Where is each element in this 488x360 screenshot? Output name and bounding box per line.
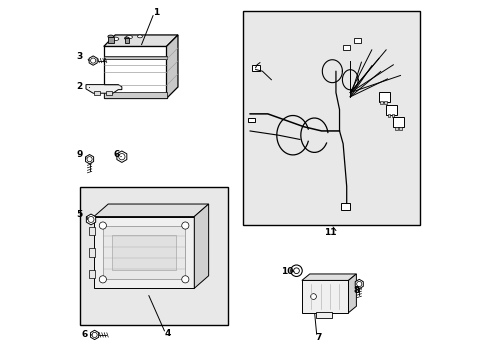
Bar	[341, 203, 349, 210]
Polygon shape	[194, 204, 208, 288]
Bar	[80, 187, 228, 325]
Circle shape	[99, 276, 106, 283]
Bar	[88, 248, 95, 257]
Polygon shape	[117, 151, 126, 162]
Bar	[106, 91, 112, 95]
Bar	[112, 234, 176, 270]
Circle shape	[293, 268, 299, 274]
Bar	[398, 127, 401, 130]
Polygon shape	[166, 35, 178, 98]
Text: 7: 7	[315, 333, 321, 342]
Polygon shape	[89, 56, 97, 65]
Bar	[124, 38, 129, 43]
Bar	[103, 92, 166, 98]
Ellipse shape	[126, 36, 132, 39]
Circle shape	[87, 157, 92, 162]
Polygon shape	[86, 85, 122, 93]
Polygon shape	[94, 204, 208, 217]
Bar	[384, 101, 386, 104]
Text: 9: 9	[76, 150, 82, 159]
Polygon shape	[94, 217, 194, 288]
Circle shape	[88, 216, 94, 222]
Bar	[378, 92, 389, 102]
Circle shape	[310, 294, 316, 300]
Bar	[242, 12, 419, 225]
Polygon shape	[103, 46, 166, 98]
Bar	[103, 56, 166, 59]
Text: 6: 6	[113, 150, 120, 159]
Polygon shape	[301, 280, 348, 313]
Bar	[108, 36, 113, 43]
Bar	[343, 45, 349, 50]
Circle shape	[182, 222, 188, 229]
Text: 8: 8	[353, 286, 359, 295]
Circle shape	[90, 58, 96, 63]
Polygon shape	[90, 330, 99, 339]
Bar	[315, 312, 331, 318]
Polygon shape	[85, 154, 93, 164]
Polygon shape	[301, 274, 356, 280]
Bar	[247, 118, 254, 122]
Text: 4: 4	[164, 329, 170, 338]
Bar	[251, 66, 259, 71]
Ellipse shape	[137, 35, 142, 38]
Bar	[394, 127, 397, 130]
Polygon shape	[354, 279, 363, 289]
Bar	[392, 117, 403, 127]
Text: 3: 3	[76, 53, 82, 62]
Circle shape	[92, 332, 97, 337]
Text: 1: 1	[152, 8, 159, 17]
Circle shape	[290, 265, 302, 276]
Polygon shape	[348, 274, 356, 313]
Text: 11: 11	[324, 228, 336, 237]
Circle shape	[99, 222, 106, 229]
Polygon shape	[103, 35, 178, 46]
Ellipse shape	[111, 37, 119, 41]
Bar	[380, 101, 383, 104]
Circle shape	[182, 276, 188, 283]
Bar	[391, 114, 394, 117]
Bar	[88, 226, 95, 235]
Bar	[94, 91, 100, 95]
Bar	[387, 114, 389, 117]
Text: 10: 10	[280, 267, 292, 276]
Ellipse shape	[108, 35, 113, 38]
Ellipse shape	[124, 37, 129, 40]
Polygon shape	[86, 214, 96, 225]
Circle shape	[356, 282, 361, 287]
Bar	[102, 226, 185, 279]
Text: 5: 5	[76, 210, 82, 219]
Bar	[88, 270, 95, 278]
Text: 2: 2	[76, 82, 82, 91]
Bar	[353, 39, 360, 44]
Text: 6: 6	[81, 330, 88, 339]
Bar	[386, 105, 396, 114]
Circle shape	[119, 153, 125, 160]
